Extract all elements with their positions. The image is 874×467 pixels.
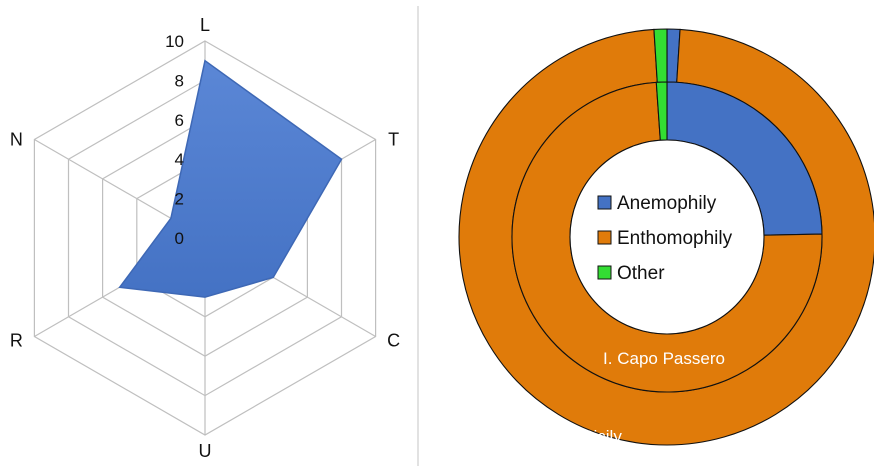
radar-axis-label-u: U	[199, 441, 212, 461]
legend-label-other: Other	[617, 263, 665, 284]
legend-swatch-anemophily	[597, 195, 612, 210]
radar-tick-label: 6	[175, 111, 184, 130]
radar-axis-label-l: L	[200, 15, 210, 35]
outer-ring-label: Sicily	[582, 427, 622, 446]
radar-axis-label-n: N	[10, 130, 23, 150]
radar-tick-label: 10	[165, 32, 184, 51]
radar-axis-label-r: R	[10, 331, 23, 351]
radar-tick-label: 0	[175, 229, 184, 248]
radar-tick-label: 2	[175, 190, 184, 209]
radar-axis-labels: L T C U R N	[10, 15, 400, 461]
radar-axis-label-t: T	[388, 130, 399, 150]
inner-ring-label: I. Capo Passero	[603, 349, 725, 368]
radar-tick-label: 8	[175, 71, 184, 90]
legend-swatch-enthomophily	[597, 230, 612, 245]
legend-label-anemophily: Anemophily	[617, 193, 717, 214]
radar-tick-labels: 0 2 4 6 8 10	[165, 32, 184, 248]
donut-hole	[569, 139, 765, 335]
radar-axis-label-c: C	[387, 331, 400, 351]
legend-label-enthomophily: Enthomophily	[617, 228, 733, 249]
radar-tick-label: 4	[175, 150, 184, 169]
radar-area-layer	[118, 59, 343, 298]
legend: Anemophily Enthomophily Other	[597, 193, 733, 284]
legend-swatch-other	[597, 265, 612, 280]
